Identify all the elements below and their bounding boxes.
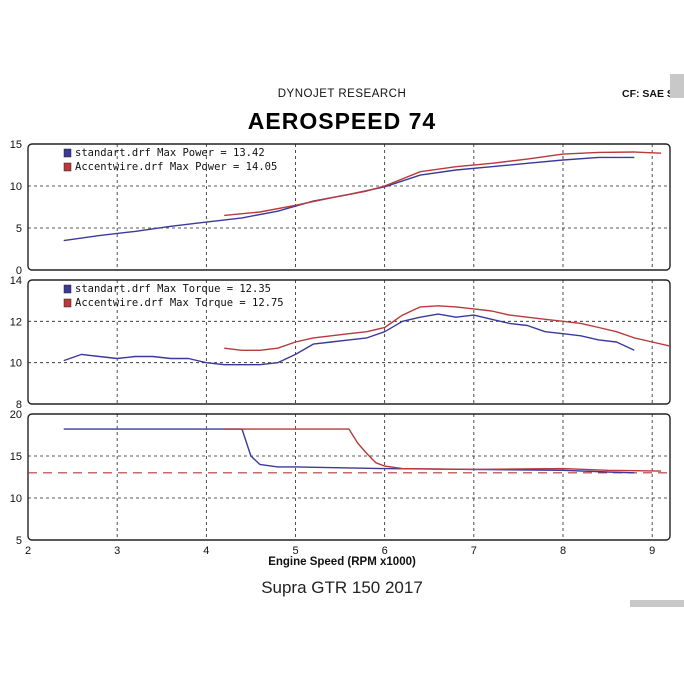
caption: Supra GTR 150 2017: [261, 578, 423, 597]
y-tick-label-afr: 5: [16, 535, 22, 547]
y-tick-label-afr: 20: [10, 409, 22, 421]
y-tick-label-power: 15: [10, 139, 22, 151]
legend-swatch-power-1: [63, 162, 72, 172]
x-tick-label: 6: [382, 545, 388, 557]
legend-swatch-torque-0: [63, 284, 72, 294]
chart-title: AEROSPEED 74: [247, 108, 437, 134]
header-company: DYNOJET RESEARCH: [277, 88, 407, 100]
y-tick-label-power: 0: [16, 265, 22, 277]
x-tick-label: 4: [203, 545, 209, 557]
y-tick-label-afr: 15: [10, 451, 22, 463]
panel-frame-power: [27, 143, 671, 271]
legend-swatch-torque-1: [63, 298, 72, 308]
y-tick-label-power: 5: [16, 223, 22, 235]
x-tick-label: 3: [114, 545, 120, 557]
series-line-torque-1: [224, 305, 671, 351]
y-tick-label-power: 10: [10, 181, 22, 193]
panel-frame-torque: [27, 279, 671, 405]
legend-label-torque-1: Accentwire.drf Max Torque = 12.75: [75, 297, 284, 309]
x-tick-label: 7: [471, 545, 477, 557]
legend-label-power-0: standart.drf Max Power = 13.42: [75, 147, 265, 159]
series-line-afr-1: [224, 428, 662, 472]
x-tick-label: 9: [649, 545, 655, 557]
y-tick-label-torque: 12: [10, 316, 22, 328]
legend-label-power-1: Accentwire.drf Max Power = 14.05: [75, 161, 277, 173]
x-tick-label: 2: [25, 545, 31, 557]
y-tick-label-torque: 14: [10, 275, 22, 287]
series-line-torque-0: [63, 313, 635, 366]
series-line-afr-0: [63, 428, 635, 474]
legend-swatch-power-0: [63, 148, 72, 158]
y-tick-label-afr: 10: [10, 493, 22, 505]
x-axis-title: Engine Speed (RPM x1000): [268, 556, 416, 568]
panel-frame-afr: [27, 413, 671, 541]
y-tick-label-torque: 8: [16, 399, 22, 411]
x-tick-label: 5: [292, 545, 298, 557]
legend-label-torque-0: standart.drf Max Torque = 12.35: [75, 283, 271, 295]
scrollbar-bottom[interactable]: [630, 600, 684, 607]
series-line-power-1: [224, 151, 662, 217]
scrollbar-top[interactable]: [670, 74, 684, 98]
y-tick-label-torque: 10: [10, 358, 22, 370]
x-tick-label: 8: [560, 545, 566, 557]
cf-label: CF: SAE S: [622, 88, 674, 100]
